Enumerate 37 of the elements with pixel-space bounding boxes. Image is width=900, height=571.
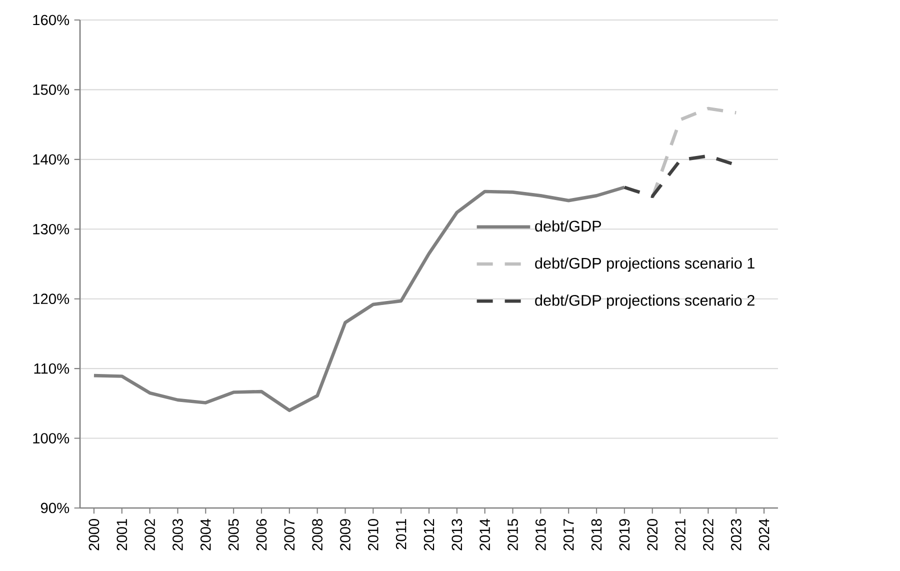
x-tick-label: 2009 — [340, 519, 350, 550]
x-tick-label: 2010 — [368, 518, 378, 550]
x-tick-label: 2018 — [591, 519, 602, 550]
x-tick-label: 2012 — [424, 519, 434, 550]
x-tick-label: 2000 — [88, 518, 100, 550]
x-tick-label: 2005 — [228, 519, 239, 550]
x-tick-label: 2014 — [480, 518, 490, 550]
y-tick-label: 130% — [33, 224, 70, 234]
x-tick-label: 2006 — [256, 519, 267, 550]
y-tick-label: 90% — [40, 502, 70, 514]
x-tick-label: 2001 — [116, 519, 128, 550]
y-tick-label: 120% — [33, 294, 70, 304]
x-tick-label: 2015 — [508, 519, 518, 550]
x-tick-label: 2024 — [758, 518, 770, 550]
x-tick-label: 2016 — [536, 519, 546, 550]
x-tick-label: 2022 — [703, 519, 714, 550]
x-tick-label: 2017 — [563, 519, 574, 550]
legend-label: debt/GDP projections scenario 2 — [535, 294, 754, 309]
legend-label: debt/GDP — [535, 220, 601, 232]
x-tick-label: 2019 — [619, 519, 630, 550]
y-tick-label: 110% — [34, 363, 70, 374]
x-tick-label: 2004 — [200, 518, 211, 550]
y-tick-label: 150% — [33, 84, 70, 95]
x-tick-label: 2002 — [144, 519, 155, 550]
x-tick-label: 2007 — [284, 519, 295, 550]
x-tick-label: 2021 — [675, 519, 686, 550]
line-series — [650, 106, 738, 200]
x-tick-label: 2008 — [312, 519, 323, 550]
y-tick-label: 160% — [33, 14, 70, 26]
x-tick-label: 2011 — [396, 519, 406, 550]
y-tick-label: 100% — [33, 433, 70, 444]
x-tick-label: 2023 — [730, 519, 742, 550]
x-tick-label: 2020 — [647, 518, 658, 550]
y-tick-label: 140% — [33, 154, 70, 165]
x-tick-label: 2013 — [452, 519, 462, 550]
x-tick-label: 2003 — [172, 519, 183, 550]
legend-label: debt/GDP projections scenario 1 — [535, 257, 754, 272]
